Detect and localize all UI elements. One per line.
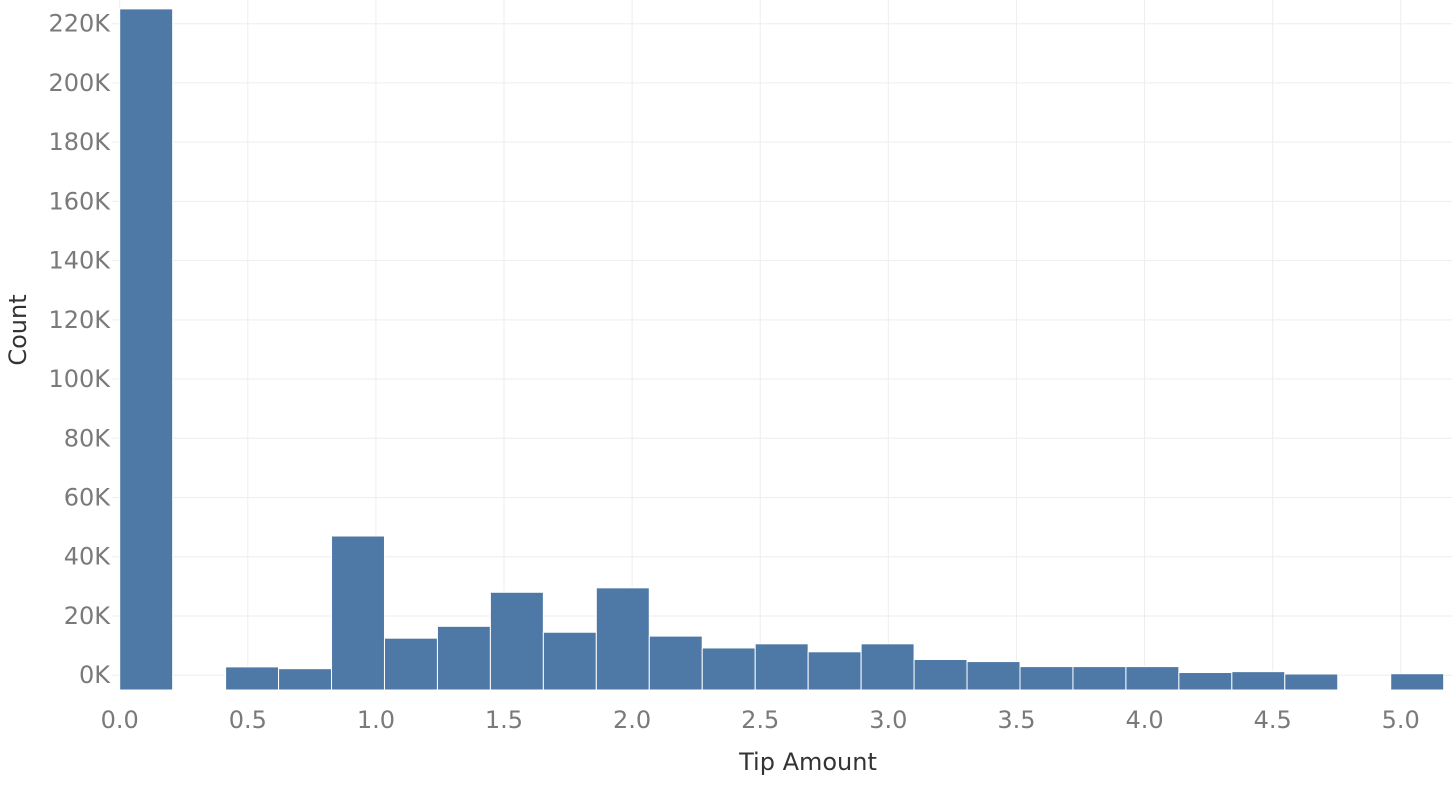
x-tick-label: 3.0 — [869, 706, 907, 734]
histogram-bar — [1019, 666, 1074, 691]
x-tick-label: 1.0 — [357, 706, 395, 734]
x-tick-label: 0.5 — [229, 706, 267, 734]
bars — [119, 8, 1445, 691]
x-tick-label: 2.0 — [613, 706, 651, 734]
x-axis-title: Tip Amount — [738, 748, 877, 776]
histogram-bar — [383, 637, 438, 691]
y-tick-label: 140K — [48, 247, 111, 275]
x-tick-label: 5.0 — [1382, 706, 1420, 734]
histogram-bar — [1284, 673, 1339, 691]
x-tick-label: 3.5 — [997, 706, 1035, 734]
histogram-bar — [913, 658, 968, 691]
histogram-bar — [595, 587, 650, 691]
y-tick-label: 180K — [48, 128, 111, 156]
y-tick-label: 60K — [64, 484, 112, 512]
x-tick-label: 0.0 — [101, 706, 139, 734]
histogram-bar — [754, 643, 809, 691]
y-tick-label: 120K — [48, 306, 111, 334]
histogram-bar — [648, 635, 703, 691]
histogram-bar — [1390, 673, 1445, 691]
y-axis-title: Count — [4, 294, 32, 365]
histogram-bar — [966, 661, 1021, 691]
histogram-bar — [807, 651, 862, 691]
y-tick-label: 80K — [64, 424, 112, 452]
histogram-bar — [489, 591, 544, 691]
y-tick-label: 160K — [48, 187, 111, 215]
x-tick-label: 4.5 — [1254, 706, 1292, 734]
x-tick-label: 2.5 — [741, 706, 779, 734]
x-axis-ticks: 0.0 0.5 1.0 1.5 2.0 2.5 3.0 3.5 4.0 4.5 5.0 — [101, 706, 1420, 734]
y-tick-label: 20K — [64, 602, 112, 630]
y-tick-label: 40K — [64, 543, 112, 571]
y-tick-label: 200K — [48, 69, 111, 97]
y-tick-label: 220K — [48, 10, 111, 38]
histogram-bar — [1178, 672, 1233, 691]
histogram-bar — [331, 535, 385, 691]
histogram-bar — [1231, 671, 1286, 691]
histogram-bar — [701, 647, 756, 691]
histogram-bar — [542, 631, 597, 691]
histogram-bar — [119, 8, 174, 691]
y-tick-label: 0K — [79, 661, 111, 689]
histogram-bar — [1125, 666, 1180, 691]
histogram-bar — [1072, 666, 1127, 691]
x-tick-label: 4.0 — [1125, 706, 1163, 734]
y-axis-ticks: 0K 20K 40K 60K 80K 100K 120K 140K 160K 180K 200K 22… — [48, 10, 111, 690]
histogram-bar — [860, 643, 915, 691]
histogram-bar — [278, 668, 333, 691]
histogram-bar — [436, 625, 491, 691]
x-tick-label: 1.5 — [485, 706, 523, 734]
y-tick-label: 100K — [48, 365, 111, 393]
grid — [112, 0, 1452, 690]
histogram-bar — [225, 666, 280, 691]
